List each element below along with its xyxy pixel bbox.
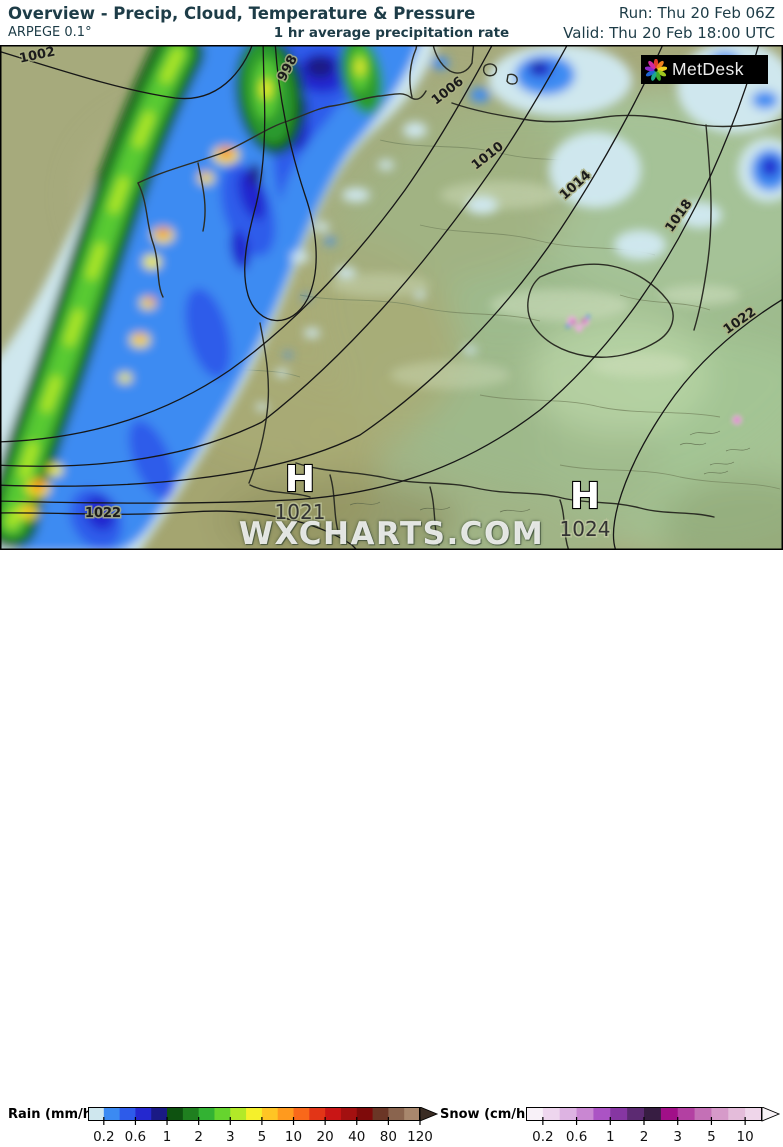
high-pressure-symbol: H [570, 476, 600, 517]
rain-tick-label: 80 [380, 1129, 397, 1145]
header: Overview - Precip, Cloud, Temperature & … [0, 0, 783, 45]
snow-tick-label: 3 [673, 1129, 682, 1145]
pinwheel-icon [645, 58, 667, 81]
high-pressure-symbol: H [285, 459, 315, 500]
rain-tick-label: 0.6 [125, 1129, 146, 1145]
snow-tick-label: 10 [737, 1129, 754, 1145]
rain-tick-label: 120 [407, 1129, 433, 1145]
cloud-texture-layer [330, 181, 740, 389]
page-title: Overview - Precip, Cloud, Temperature & … [8, 4, 476, 23]
snow-legend-label: Snow (cm/hr) [440, 1107, 538, 1122]
snow-tick-label: 0.6 [566, 1129, 587, 1145]
logo-text: MetDesk [672, 59, 744, 79]
snow-tick-label: 2 [640, 1129, 649, 1145]
terrain-texture-layer [349, 430, 751, 513]
model-name: ARPEGE 0.1° [8, 25, 92, 40]
isobars-layer [0, 45, 783, 550]
rain-tick-label: 10 [285, 1129, 302, 1145]
metdesk-logo: MetDesk [641, 55, 768, 84]
map-frame [0, 45, 783, 550]
borders-layer [137, 45, 783, 550]
rain-tick-label: 40 [348, 1129, 365, 1145]
snow-tick-label: 0.2 [532, 1129, 553, 1145]
watermark: WXCHARTS.COM [238, 516, 545, 552]
rain-tick-label: 1 [163, 1129, 172, 1145]
rain-color-scale: 0.2 0.6 1 2 3 5 10 20 40 80 120 [88, 1107, 439, 1145]
snow-tick-label: 5 [707, 1129, 716, 1145]
snow-color-scale: 0.2 0.6 1 2 3 5 10 [526, 1107, 781, 1145]
high-pressure-value: 1024 [560, 517, 611, 541]
rain-tick-label: 20 [317, 1129, 334, 1145]
snow-tick-label: 1 [606, 1129, 615, 1145]
chart-subtitle: 1 hr average precipitation rate [273, 25, 510, 41]
rain-tick-label: 0.2 [93, 1129, 114, 1145]
run-time: Run: Thu 20 Feb 06Z [618, 4, 775, 22]
rain-tick-label: 2 [194, 1129, 203, 1145]
high-pressure-value: 1021 [275, 500, 326, 524]
rain-tick-label: 3 [226, 1129, 235, 1145]
snow-spots-layer [566, 315, 742, 425]
legend-bar: Rain (mm/hr) 0.2 0.6 1 2 3 5 10 20 40 80 120 Snow … [0, 550, 783, 1145]
rain-tick-label: 5 [258, 1129, 267, 1145]
isobar-label: 1022 [85, 506, 121, 521]
valid-time: Valid: Thu 20 Feb 18:00 UTC [563, 24, 775, 42]
